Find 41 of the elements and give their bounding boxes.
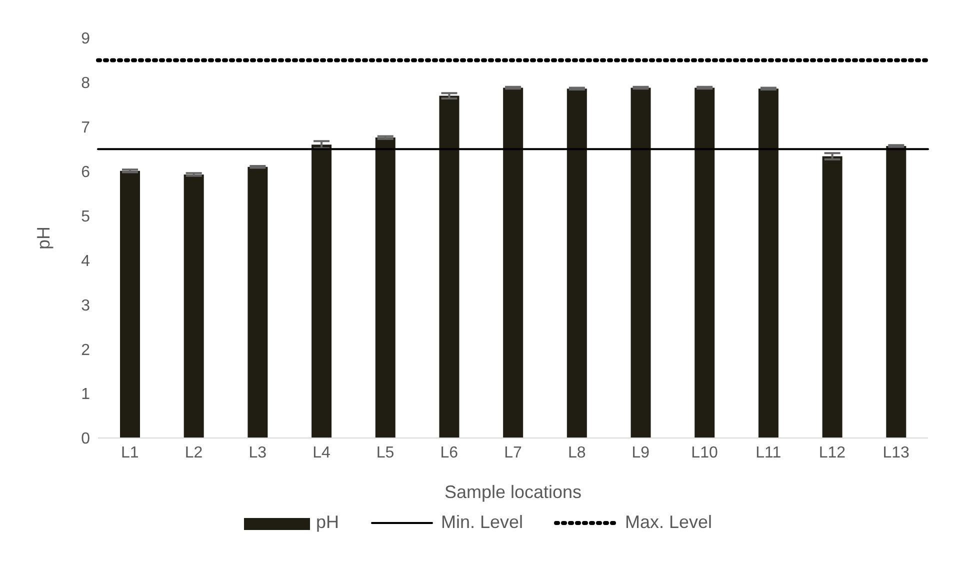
y-tick-label: 4: [81, 252, 90, 270]
bar: [822, 156, 842, 438]
y-tick-label: 1: [81, 386, 90, 404]
x-tick-label: L10: [691, 444, 718, 462]
bar: [248, 166, 268, 438]
bar: [503, 88, 524, 438]
bar: [694, 88, 715, 438]
bar: [630, 88, 651, 438]
y-tick-label: 2: [81, 342, 90, 359]
x-tick-label: L3: [248, 444, 267, 462]
y-tick-label: 0: [81, 430, 90, 448]
y-tick-label: 8: [81, 75, 90, 92]
y-axis-title: pH: [33, 226, 54, 250]
x-tick-label: L2: [184, 444, 203, 462]
bar: [566, 88, 587, 438]
y-tick-label: 6: [81, 164, 90, 182]
legend-label: Max. Level: [625, 512, 712, 533]
bar: [184, 174, 204, 438]
x-tick-label: L13: [882, 444, 910, 462]
x-tick-label: L12: [818, 444, 846, 462]
x-tick-label: L5: [376, 444, 394, 462]
bar: [758, 88, 778, 438]
bar: [439, 96, 460, 438]
x-tick-label: L8: [568, 444, 586, 462]
x-tick-label: L4: [312, 444, 330, 462]
x-tick-label: L6: [440, 444, 458, 462]
x-tick-label: L1: [121, 444, 139, 462]
x-tick-label: L7: [504, 444, 522, 462]
legend-label: pH: [316, 512, 339, 533]
bar: [120, 170, 140, 438]
y-tick-label: 9: [81, 30, 90, 48]
x-axis-title: Sample locations: [444, 482, 582, 502]
x-tick-label: L11: [756, 444, 782, 462]
x-tick-label: L9: [632, 444, 650, 462]
y-tick-label: 3: [81, 297, 90, 314]
y-tick-label: 7: [81, 120, 90, 137]
legend-label: Min. Level: [440, 512, 523, 533]
y-tick-label: 5: [81, 208, 90, 226]
bar: [375, 138, 396, 438]
bar: [312, 144, 332, 438]
bar: [886, 146, 906, 438]
